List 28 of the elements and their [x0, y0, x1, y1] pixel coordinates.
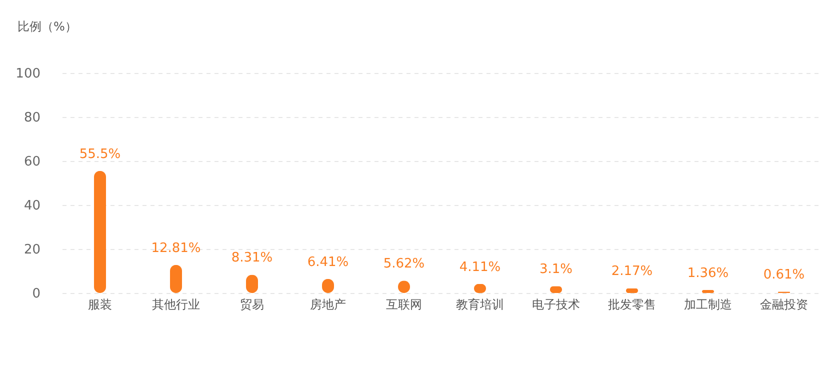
x-tick-label: 加工制造 [684, 298, 732, 312]
data-label: 5.62% [383, 256, 425, 272]
y-tick-label: 20 [24, 242, 40, 258]
y-tick-label: 40 [24, 198, 40, 214]
data-label: 0.61% [763, 268, 805, 283]
bar [94, 170, 106, 293]
y-tick-label: 60 [24, 154, 40, 170]
x-tick-label: 服装 [88, 298, 112, 312]
x-tick-label: 房地产 [310, 298, 346, 312]
data-label: 55.5% [79, 146, 121, 162]
y-tick-label: 80 [24, 110, 40, 126]
data-label: 2.17% [611, 264, 653, 280]
y-tick-label: 0 [32, 286, 40, 302]
x-tick-label: 批发零售 [608, 298, 656, 312]
x-tick-label: 金融投资 [760, 298, 808, 312]
x-tick-label: 互联网 [386, 298, 422, 312]
y-axis-title: 比例（%） [18, 20, 77, 34]
data-label: 3.1% [539, 262, 573, 278]
data-label: 8.31% [231, 250, 273, 266]
x-tick-label: 其他行业 [152, 298, 200, 312]
data-label: 12.81% [151, 240, 201, 256]
data-label: 1.36% [687, 266, 729, 282]
x-tick-label: 电子技术 [532, 298, 580, 312]
x-tick-label: 贸易 [240, 298, 264, 312]
y-tick-label: 100 [16, 66, 40, 82]
data-label: 4.11% [459, 260, 501, 275]
data-label: 6.41% [307, 254, 349, 270]
x-tick-label: 教育培训 [456, 298, 504, 312]
